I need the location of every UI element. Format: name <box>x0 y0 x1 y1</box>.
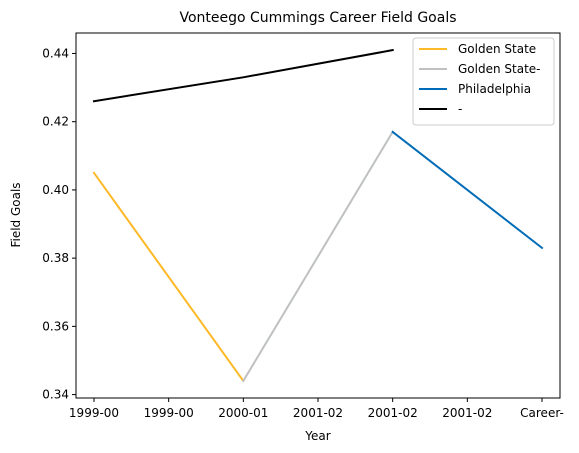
chart-title: Vonteego Cummings Career Field Goals <box>179 10 456 26</box>
y-tick-label: 0.44 <box>42 46 69 60</box>
x-tick-label: 1999-00 <box>69 406 119 420</box>
series-line <box>391 130 544 250</box>
legend-label: - <box>458 102 462 116</box>
legend-label: Golden State- <box>458 62 541 76</box>
y-tick-label: 0.36 <box>42 319 69 333</box>
x-tick-label: Career- <box>520 406 564 420</box>
x-axis: 1999-00 1999-00 2000-01 2001-02 2001-02 2001-… <box>69 398 564 420</box>
legend: Golden State Golden State- Philadelphia - <box>412 37 555 126</box>
y-tick-label: 0.42 <box>42 115 69 129</box>
y-axis: 0.34 0.36 0.38 0.40 0.42 0.44 <box>42 46 76 402</box>
x-tick-label: 2000-01 <box>218 406 268 420</box>
series-layer <box>92 48 544 383</box>
x-axis-label: Year <box>304 429 330 443</box>
legend-box <box>412 37 555 126</box>
x-tick-label: 2001-02 <box>368 406 418 420</box>
y-tick-label: 0.38 <box>42 251 69 265</box>
series-line <box>241 130 395 383</box>
series-line <box>92 171 245 383</box>
y-tick-label: 0.34 <box>42 388 69 402</box>
series-line <box>92 48 394 103</box>
y-tick-label: 0.40 <box>42 183 69 197</box>
legend-label: Philadelphia <box>458 82 531 96</box>
y-axis-label: Field Goals <box>9 182 23 247</box>
x-tick-label: 2001-02 <box>293 406 343 420</box>
x-tick-label: 2001-02 <box>442 406 492 420</box>
x-tick-label: 1999-00 <box>144 406 194 420</box>
legend-label: Golden State <box>458 42 536 56</box>
